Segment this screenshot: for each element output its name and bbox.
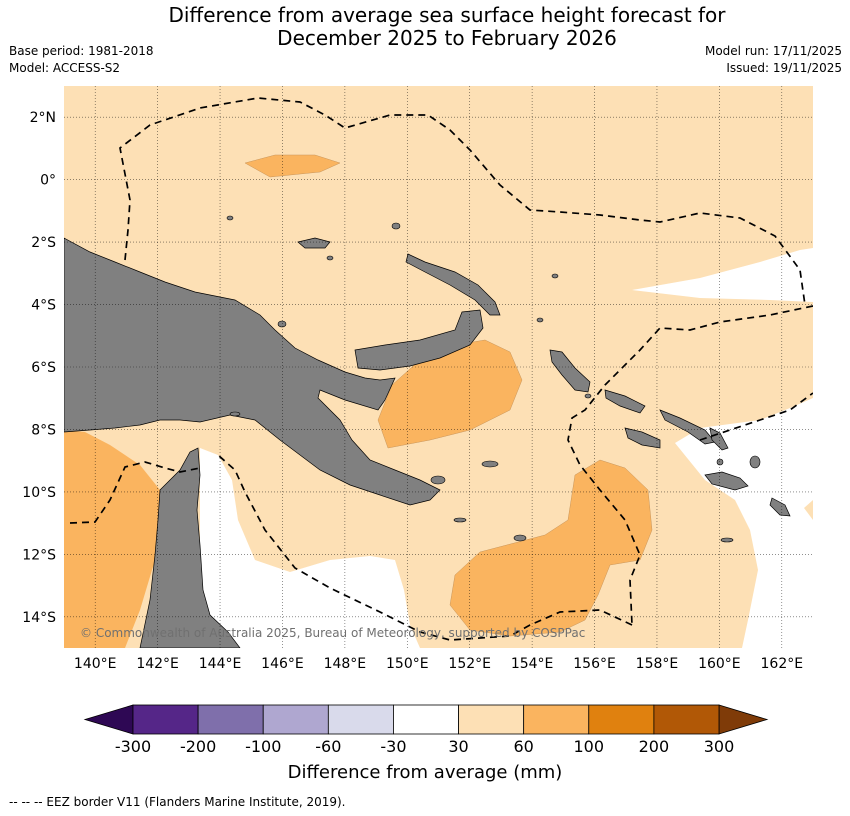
colorbar-tick-label: 60 (513, 737, 533, 756)
eez-east-boundary (699, 392, 813, 441)
colorbar-tick-label: -30 (380, 737, 406, 756)
land-solomon-makira (704, 471, 749, 491)
lon-tick-label: 140°E (74, 656, 117, 672)
eez-coral-sea-boundary (217, 454, 633, 641)
lon-tick-label: 156°E (573, 656, 616, 672)
ocean-neutral-east-a (632, 248, 813, 302)
colorbar-swatch (327, 704, 394, 735)
lon-tick-label: 152°E (448, 656, 491, 672)
eez-solomon-boundary (567, 305, 813, 626)
colorbar-tick-label: 30 (448, 737, 468, 756)
land-solomon-isabel (659, 409, 716, 445)
colorbar-swatch (458, 704, 525, 735)
issued-date: Issued: 19/11/2025 (726, 61, 842, 75)
land-solomon-guadalcanal (624, 427, 661, 449)
lon-tick-label: 148°E (324, 656, 367, 672)
lat-tick-label: 2°N (30, 110, 56, 126)
lon-tick-label: 142°E (136, 656, 179, 672)
land-australia-cape-york (139, 447, 241, 648)
colorbar-tick-label: -60 (315, 737, 341, 756)
colorbar-swatch (197, 704, 264, 735)
lon-tick-label: 150°E (386, 656, 429, 672)
eez-png-boundary (119, 97, 806, 306)
lat-tick-label: 2°S (31, 235, 56, 251)
ocean-anomaly-60-100-north (244, 154, 341, 178)
colorbar-swatch (523, 704, 590, 735)
lon-tick-label: 146°E (261, 656, 304, 672)
lat-tick-label: 6°S (31, 360, 56, 376)
colorbar-swatch (588, 704, 655, 735)
colorbar-title: Difference from average (mm) (288, 762, 563, 783)
colorbar: -300 -200 -100 -60 -30 30 60 100 200 300 (83, 704, 769, 756)
land-new-ireland (405, 253, 501, 316)
lon-tick-label: 158°E (636, 656, 679, 672)
land-manus-island (297, 237, 331, 249)
colorbar-swatch (262, 704, 329, 735)
meta-left: Base period: 1981-2018 Model: ACCESS-S2 (9, 43, 154, 77)
lon-tick-label: 154°E (511, 656, 554, 672)
lat-tick-label: 0° (40, 173, 56, 189)
base-period: Base period: 1981-2018 (9, 44, 154, 58)
land-new-britain (354, 309, 484, 371)
lat-tick-label: 8°S (31, 422, 56, 438)
colorbar-swatch (653, 704, 720, 735)
copyright-text: © Commonwealth of Australia 2025, Bureau… (80, 626, 585, 640)
colorbar-extend-high (718, 704, 769, 735)
colorbar-tick-label: 100 (574, 737, 605, 756)
colorbar-tick-label: 200 (639, 737, 670, 756)
colorbar-swatch (132, 704, 199, 735)
gridlines (64, 86, 813, 648)
longitude-ticks: 140°E 142°E 144°E 146°E 148°E 150°E 152°E 154°E… (74, 656, 803, 672)
eez-torres-strait-boundary (69, 461, 201, 524)
ocean-anomaly-60-100-coral-sea (449, 459, 653, 637)
colorbar-swatch (393, 704, 459, 735)
ocean-neutral-east-b (675, 398, 813, 648)
map-figure: © Commonwealth of Australia 2025, Bureau… (22, 86, 813, 783)
lat-tick-label: 10°S (22, 485, 56, 501)
chart-title: Difference from average sea surface heig… (0, 4, 850, 50)
model-name: Model: ACCESS-S2 (9, 61, 121, 75)
lon-tick-label: 160°E (698, 656, 741, 672)
colorbar-tick-label: 300 (704, 737, 735, 756)
eez-legend-note: -- -- -- EEZ border V11 (Flanders Marine… (9, 795, 346, 809)
land-solomon-choiseul (604, 389, 646, 414)
small-islands (226, 215, 761, 543)
land-bougainville (549, 349, 591, 393)
colorbar-tick-label: -300 (115, 737, 151, 756)
lat-tick-label: 12°S (22, 547, 56, 563)
colorbar-tick-label: -200 (180, 737, 216, 756)
title-line-2: December 2025 to February 2026 (277, 26, 617, 50)
meta-right: Model run: 17/11/2025 Issued: 19/11/2025 (705, 43, 842, 77)
eez-borders (69, 97, 813, 641)
colorbar-extend-low (83, 704, 134, 735)
title-line-1: Difference from average sea surface heig… (168, 3, 726, 27)
land-vanuatu-north (769, 497, 791, 517)
colorbar-tick-label: -100 (245, 737, 281, 756)
latitude-ticks: 2°N 0° 2°S 4°S 6°S 8°S 10°S 12°S 14°S (22, 110, 56, 626)
lat-tick-label: 14°S (22, 610, 56, 626)
lon-tick-label: 144°E (199, 656, 242, 672)
ocean-anomaly-60-100-gulf-carpentaria (64, 430, 160, 648)
lon-tick-label: 162°E (761, 656, 804, 672)
model-run: Model run: 17/11/2025 (704, 44, 842, 58)
map-area: © Commonwealth of Australia 2025, Bureau… (64, 86, 813, 648)
land-solomon-malaita (709, 427, 729, 451)
lat-tick-label: 4°S (31, 298, 56, 314)
ocean-neutral-coral-sea (200, 448, 420, 648)
